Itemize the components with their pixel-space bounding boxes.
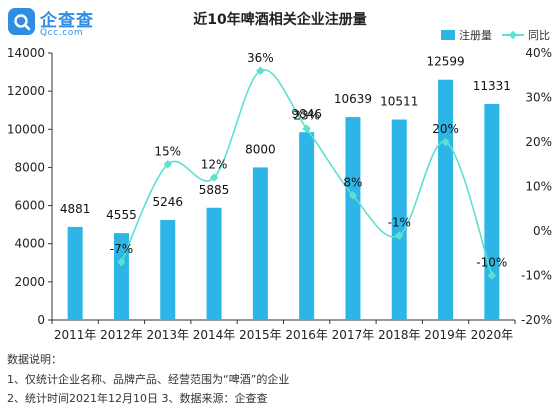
bar-registrations [299,132,315,320]
y-left-tick-label: 14000 [7,46,45,60]
x-tick-label: 2011年 [54,328,97,342]
bar-value-label: 8000 [245,142,276,156]
y-right-tick-label: 30% [525,91,552,105]
bar-registrations [345,117,361,321]
notes-line-1: 1、仅统计企业名称、品牌产品、经营范围为“啤酒”的企业 [7,372,290,386]
point-yoy [117,257,126,267]
x-tick-label: 2020年 [471,328,514,342]
legend-line-swatch [502,30,524,40]
x-tick-label: 2016年 [285,328,328,342]
point-yoy [348,191,358,200]
y-right-tick-label: 40% [525,46,552,60]
y-left-tick-label: 6000 [14,199,45,213]
y-left-tick-label: 10000 [7,122,45,136]
y-right-tick-label: 20% [525,135,552,149]
bar-value-label: 4555 [106,208,137,222]
point-yoy [256,66,265,76]
y-left-tick-label: 12000 [7,84,45,98]
point-yoy [441,137,450,147]
x-tick-label: 2019年 [424,328,467,342]
y-right-tick-label: -20% [521,313,552,327]
x-tick-label: 2015年 [239,328,282,342]
x-tick-label: 2017年 [332,328,375,342]
logo-icon [8,8,35,35]
yoy-value-label: -7% [110,242,133,256]
legend-label-registrations: 注册量 [459,29,492,42]
chart-legend: 注册量 同比 [441,27,550,43]
x-tick-label: 2018年 [378,328,421,342]
legend-label-yoy: 同比 [528,29,550,42]
logo-name: 企查查 [40,11,94,31]
yoy-value-label: -10% [476,256,507,270]
yoy-value-label: 15% [154,144,181,158]
combo-chart: 0 2000 4000 6000 8000 10000 12000 14000 -20% -10%… [7,46,552,342]
yoy-value-label: -1% [388,215,411,229]
y-right-tick-label: 0% [533,224,552,238]
brand-logo: 企查查 Qcc.com [8,6,118,44]
bar-value-label: 11331 [473,79,511,93]
bar-value-label: 12599 [426,55,464,69]
bar-registrations [438,79,454,320]
y-left-tick-label: 4000 [14,237,45,251]
y-left-tick-label: 0 [37,313,45,327]
point-yoy [209,173,219,182]
point-yoy [163,160,172,169]
yoy-value-label: 20% [432,122,459,136]
x-tick-label: 2014年 [193,328,236,342]
bar-registrations [484,103,500,320]
bar-registrations [160,219,176,320]
bar-value-label: 9846 [291,107,322,121]
legend-bar-swatch [441,30,455,40]
bar-value-label: 10511 [380,95,418,109]
yoy-value-label: 23% [293,109,320,123]
bar-value-label: 5246 [152,195,183,209]
chart-title: 近10年啤酒相关企业注册量 [193,12,367,28]
notes-line-2: 2、统计时间2021年12月10日 3、数据来源：企查查 [7,392,268,405]
bar-value-label: 5885 [199,183,230,197]
y-right-tick-label: 10% [525,180,552,194]
notes-heading: 数据说明： [7,353,62,366]
point-yoy [487,271,497,280]
yoy-value-label: 12% [201,158,228,172]
y-right-tick-label: -10% [521,269,552,283]
x-tick-label: 2012年 [100,328,143,342]
yoy-value-label: 36% [247,51,274,65]
bar-registrations [252,167,268,320]
bar-value-label: 4881 [60,202,91,216]
data-notes: 数据说明： 1、仅统计企业名称、品牌产品、经营范围为“啤酒”的企业 2、统计时间… [7,350,289,409]
bar-value-label: 10639 [334,92,372,106]
bar-registrations [391,119,407,320]
bar-registrations [67,226,83,320]
y-left-tick-label: 2000 [14,275,45,289]
logo-subtext: Qcc.com [40,28,84,38]
bar-registrations [206,207,222,320]
y-left-tick-label: 8000 [14,160,45,174]
point-yoy [395,231,404,240]
x-tick-label: 2013年 [146,328,189,342]
yoy-value-label: 8% [343,175,362,189]
